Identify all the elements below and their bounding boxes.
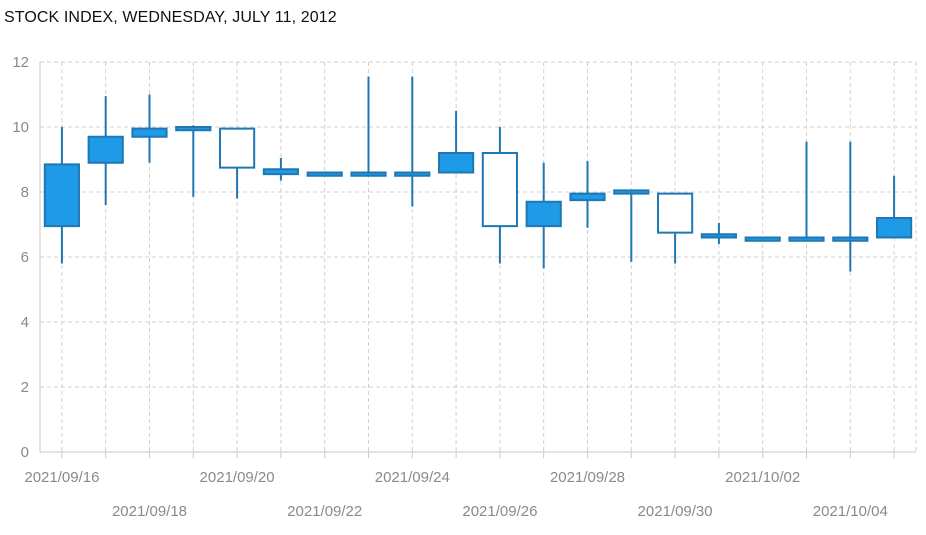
candle [700,222,737,244]
candle-body [613,189,650,195]
candle [175,125,212,197]
chart-title: STOCK INDEX, WEDNESDAY, JULY 11, 2012 [4,9,337,26]
x-tick-label: 2021/09/26 [462,503,537,520]
y-axis: 0 2 4 6 8 10 12 [12,54,41,461]
candle [569,161,606,228]
candle [788,141,825,242]
x-tick-label: 2021/09/30 [638,503,713,520]
candle-body [219,127,256,169]
x-tick-label: 2021/09/24 [375,469,450,486]
candle-body [569,192,606,202]
x-tick-label: 2021/10/04 [813,503,888,520]
candle [657,192,694,264]
candle [350,76,387,177]
candle-body [43,163,80,228]
candle-body [350,171,387,177]
y-tick-label: 10 [12,119,29,136]
y-tick-label: 8 [21,184,29,201]
candle [262,157,299,181]
candle [43,127,80,264]
candle-body [87,135,124,164]
candle [131,94,168,163]
candle-body [262,168,299,176]
y-tick-label: 4 [21,314,29,331]
candle-body [394,171,431,177]
candle [744,236,781,242]
candle-body [438,152,475,174]
x-axis: 2021/09/16 2021/09/20 2021/09/24 2021/09/28… [24,451,916,520]
candle-body [525,200,562,228]
candle [438,110,475,174]
candle-body [876,217,913,239]
candle [525,162,562,269]
candle [481,127,518,264]
candle-body [700,233,737,239]
candle-body [481,152,518,228]
candle [219,127,256,199]
candle [832,141,869,272]
x-tick-label: 2021/09/16 [24,469,99,486]
candles [43,76,913,272]
grid-lines [40,61,917,452]
y-tick-label: 12 [12,54,29,71]
candle [613,189,650,262]
candle-body [175,126,212,132]
x-tick-label: 2021/09/28 [550,469,625,486]
y-tick-label: 2 [21,379,29,396]
y-tick-label: 0 [21,444,29,461]
candle-body [744,236,781,242]
candle-body [306,171,343,177]
candle-body [788,236,825,242]
y-tick-label: 6 [21,249,29,266]
candle-body [657,192,694,234]
x-tick-label: 2021/09/20 [200,469,275,486]
candle-body [832,236,869,242]
x-tick-label: 2021/10/02 [725,469,800,486]
candle [394,76,431,207]
candle-body [131,127,168,138]
candle [87,96,124,205]
candle [876,175,913,239]
candle [306,171,343,177]
x-tick-label: 2021/09/18 [112,503,187,520]
x-tick-label: 2021/09/22 [287,503,362,520]
